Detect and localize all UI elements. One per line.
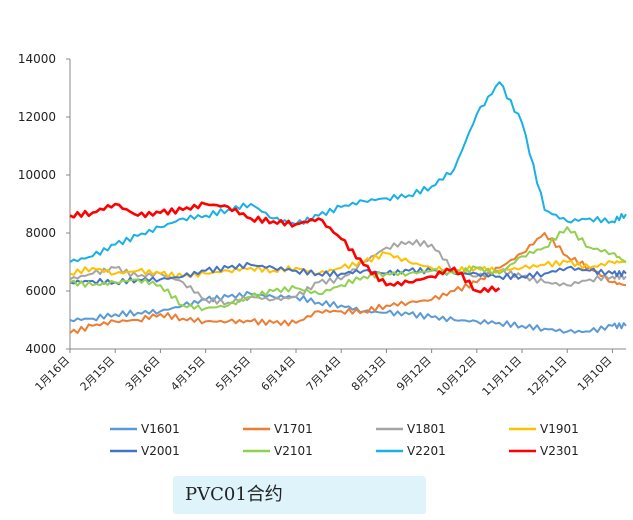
legend-label-v2201: V2201 <box>407 444 446 458</box>
x-tick-label: 6月14日 <box>259 354 299 394</box>
legend: V1601 V1701 V1801 V1901 V2001 V2101 V2201 V2301 <box>110 422 579 458</box>
x-tick-label: 9月12日 <box>394 354 434 394</box>
y-tick-label: 14000 <box>18 52 56 66</box>
caption-box: PVC01合约 <box>173 476 426 514</box>
x-tick-label: 7月14日 <box>304 354 344 394</box>
x-tick-label: 3月16日 <box>123 354 163 394</box>
x-axis-ticks: 1月16日 2月15日 3月16日 4月15日 5月15日 6月14日 7月14日 8月13日… <box>33 349 615 398</box>
series-line-v1601 <box>69 290 627 334</box>
line-chart: 4000 6000 8000 10000 12000 14000 1月16日 2月15日 3月… <box>18 52 627 458</box>
y-axis-ticks: 4000 6000 8000 10000 12000 14000 <box>18 52 70 356</box>
series-line-v2201 <box>69 81 627 263</box>
x-tick-label: 1月16日 <box>33 354 73 394</box>
y-tick-label: 6000 <box>25 284 56 298</box>
legend-label-v2001: V2001 <box>141 444 180 458</box>
y-tick-label: 4000 <box>25 342 56 356</box>
x-tick-label: 2月15日 <box>78 354 118 394</box>
x-tick-label: 8月13日 <box>349 354 389 394</box>
legend-label-v1601: V1601 <box>141 422 180 436</box>
x-tick-label: 11月11日 <box>480 354 525 399</box>
y-tick-label: 12000 <box>18 110 56 124</box>
x-tick-label: 12月11日 <box>525 354 570 399</box>
legend-label-v1901: V1901 <box>540 422 579 436</box>
x-tick-label: 5月15日 <box>213 354 253 394</box>
series-line-v1901 <box>69 251 627 280</box>
y-tick-label: 10000 <box>18 168 56 182</box>
chart-axes <box>69 59 626 350</box>
series-line-v1801 <box>69 239 627 306</box>
series-line-v2301 <box>69 201 501 294</box>
series-line-v2001 <box>69 261 627 286</box>
legend-label-v1701: V1701 <box>274 422 313 436</box>
legend-label-v1801: V1801 <box>407 422 446 436</box>
legend-label-v2301: V2301 <box>540 444 579 458</box>
legend-label-v2101: V2101 <box>274 444 313 458</box>
series-lines <box>69 81 627 334</box>
series-line-v1701 <box>69 232 627 334</box>
x-tick-label: 1月10日 <box>575 354 615 394</box>
x-tick-label: 4月15日 <box>168 354 208 394</box>
y-tick-label: 8000 <box>25 226 56 240</box>
series-line-v2101 <box>69 226 627 312</box>
x-tick-label: 10月12日 <box>434 354 479 399</box>
